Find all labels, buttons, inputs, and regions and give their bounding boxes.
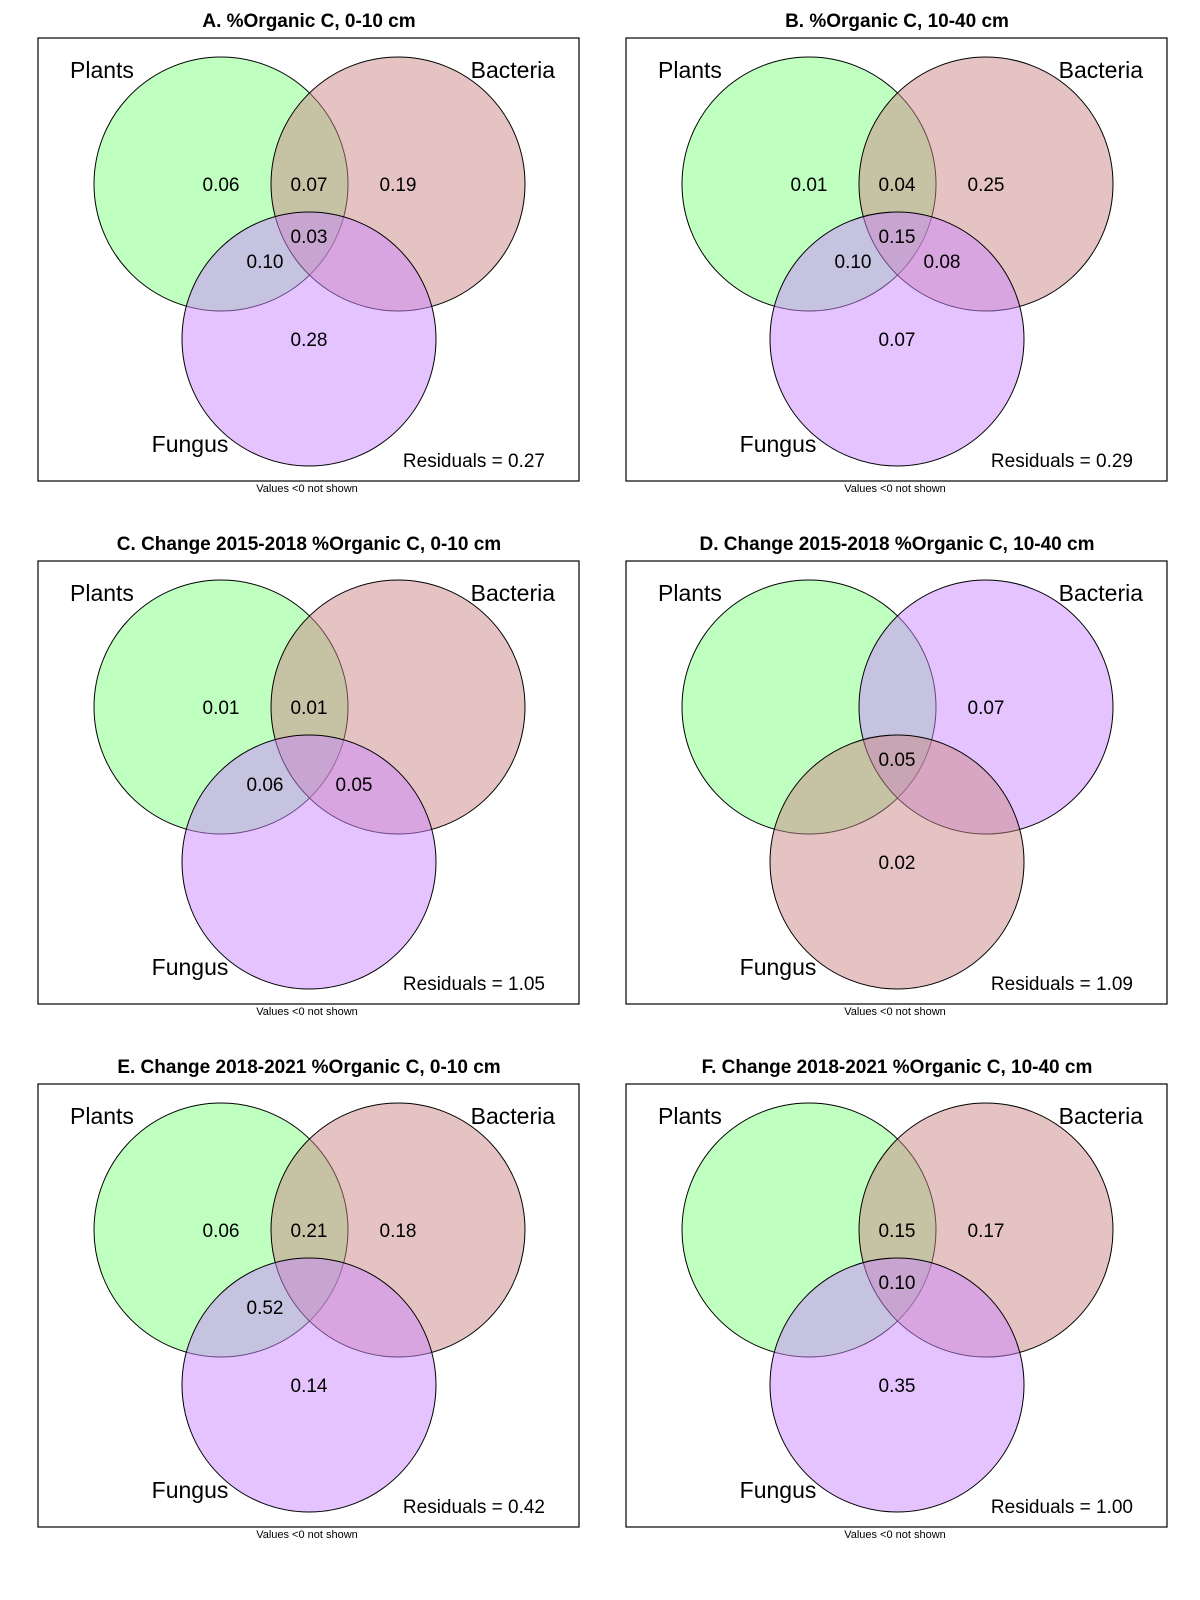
region-value-f: 0.28 [291, 330, 328, 351]
region-value-pf: 0.06 [247, 775, 284, 796]
plants-label: Plants [70, 580, 134, 606]
panel-title: C. Change 2015-2018 %Organic C, 0-10 cm [117, 534, 501, 555]
footnote: Values <0 not shown [256, 1529, 358, 1541]
venn-panel: A. %Organic C, 0-10 cm Plants Bacteria Fung… [37, 11, 580, 495]
plants-label: Plants [70, 57, 134, 83]
footnote: Values <0 not shown [844, 1529, 946, 1541]
region-value-pb: 0.04 [879, 175, 916, 196]
fungus-label: Fungus [740, 1477, 817, 1503]
panel-title: B. %Organic C, 10-40 cm [785, 11, 1009, 32]
residuals-label: Residuals = 1.05 [403, 974, 545, 995]
region-value-b: 0.07 [968, 698, 1005, 719]
region-value-pf: 0.52 [247, 1298, 284, 1319]
panel-frame [625, 560, 1168, 1005]
region-value-b: 0.18 [380, 1221, 417, 1242]
region-value-pb: 0.21 [291, 1221, 328, 1242]
region-value-p: 0.06 [203, 175, 240, 196]
panel-frame [37, 37, 580, 482]
venn-panel: B. %Organic C, 10-40 cm Plants Bacteria Fun… [625, 11, 1168, 495]
bacteria-label: Bacteria [471, 57, 556, 83]
region-value-pb: 0.15 [879, 1221, 916, 1242]
region-value-f: 0.02 [879, 853, 916, 874]
panel-title: F. Change 2018-2021 %Organic C, 10-40 cm [702, 1057, 1093, 1078]
region-value-pb: 0.01 [291, 698, 328, 719]
region-value-bf: 0.08 [924, 252, 961, 273]
residuals-label: Residuals = 1.09 [991, 974, 1133, 995]
region-value-f: 0.07 [879, 330, 916, 351]
residuals-label: Residuals = 0.42 [403, 1497, 545, 1518]
fungus-circle [769, 734, 1025, 990]
panel-frame [625, 1083, 1168, 1528]
region-value-p: 0.01 [203, 698, 240, 719]
venn-panel: E. Change 2018-2021 %Organic C, 0-10 cm P… [37, 1057, 580, 1541]
region-value-bf: 0.05 [336, 775, 373, 796]
venn-panel: F. Change 2018-2021 %Organic C, 10-40 cm… [625, 1057, 1168, 1541]
region-value-p: 0.06 [203, 1221, 240, 1242]
plants-label: Plants [658, 57, 722, 83]
fungus-label: Fungus [152, 954, 229, 980]
fungus-circle [769, 211, 1025, 467]
fungus-circle [769, 1257, 1025, 1513]
bacteria-label: Bacteria [1059, 57, 1144, 83]
residuals-label: Residuals = 0.29 [991, 451, 1133, 472]
panel-title: A. %Organic C, 0-10 cm [202, 11, 415, 32]
plants-label: Plants [658, 1103, 722, 1129]
venn-panel: D. Change 2015-2018 %Organic C, 10-40 cm… [625, 534, 1168, 1018]
bacteria-label: Bacteria [1059, 1103, 1144, 1129]
residuals-label: Residuals = 0.27 [403, 451, 545, 472]
region-value-pf: 0.10 [835, 252, 872, 273]
fungus-circle [181, 211, 437, 467]
footnote: Values <0 not shown [844, 483, 946, 495]
panel-frame [37, 1083, 580, 1528]
panel-frame [625, 37, 1168, 482]
panel-title: E. Change 2018-2021 %Organic C, 0-10 cm [117, 1057, 500, 1078]
region-value-pf: 0.10 [247, 252, 284, 273]
region-value-pbf: 0.15 [879, 227, 916, 248]
fungus-label: Fungus [152, 431, 229, 457]
region-value-p: 0.01 [791, 175, 828, 196]
region-value-pbf: 0.03 [291, 227, 328, 248]
region-value-b: 0.19 [380, 175, 417, 196]
footnote: Values <0 not shown [256, 483, 358, 495]
region-value-b: 0.25 [968, 175, 1005, 196]
fungus-circle [181, 1257, 437, 1513]
region-value-pb: 0.07 [291, 175, 328, 196]
region-value-pbf: 0.10 [879, 1273, 916, 1294]
footnote: Values <0 not shown [256, 1006, 358, 1018]
fungus-label: Fungus [152, 1477, 229, 1503]
region-value-f: 0.14 [291, 1376, 328, 1397]
fungus-label: Fungus [740, 431, 817, 457]
plants-label: Plants [70, 1103, 134, 1129]
fungus-circle [181, 734, 437, 990]
bacteria-label: Bacteria [471, 1103, 556, 1129]
fungus-label: Fungus [740, 954, 817, 980]
venn-panel: C. Change 2015-2018 %Organic C, 0-10 cm P… [37, 534, 580, 1018]
region-value-pbf: 0.05 [879, 750, 916, 771]
region-value-b: 0.17 [968, 1221, 1005, 1242]
plants-label: Plants [658, 580, 722, 606]
residuals-label: Residuals = 1.00 [991, 1497, 1133, 1518]
panel-frame [37, 560, 580, 1005]
footnote: Values <0 not shown [844, 1006, 946, 1018]
bacteria-label: Bacteria [1059, 580, 1144, 606]
bacteria-label: Bacteria [471, 580, 556, 606]
region-value-f: 0.35 [879, 1376, 916, 1397]
panel-title: D. Change 2015-2018 %Organic C, 10-40 cm [700, 534, 1095, 555]
